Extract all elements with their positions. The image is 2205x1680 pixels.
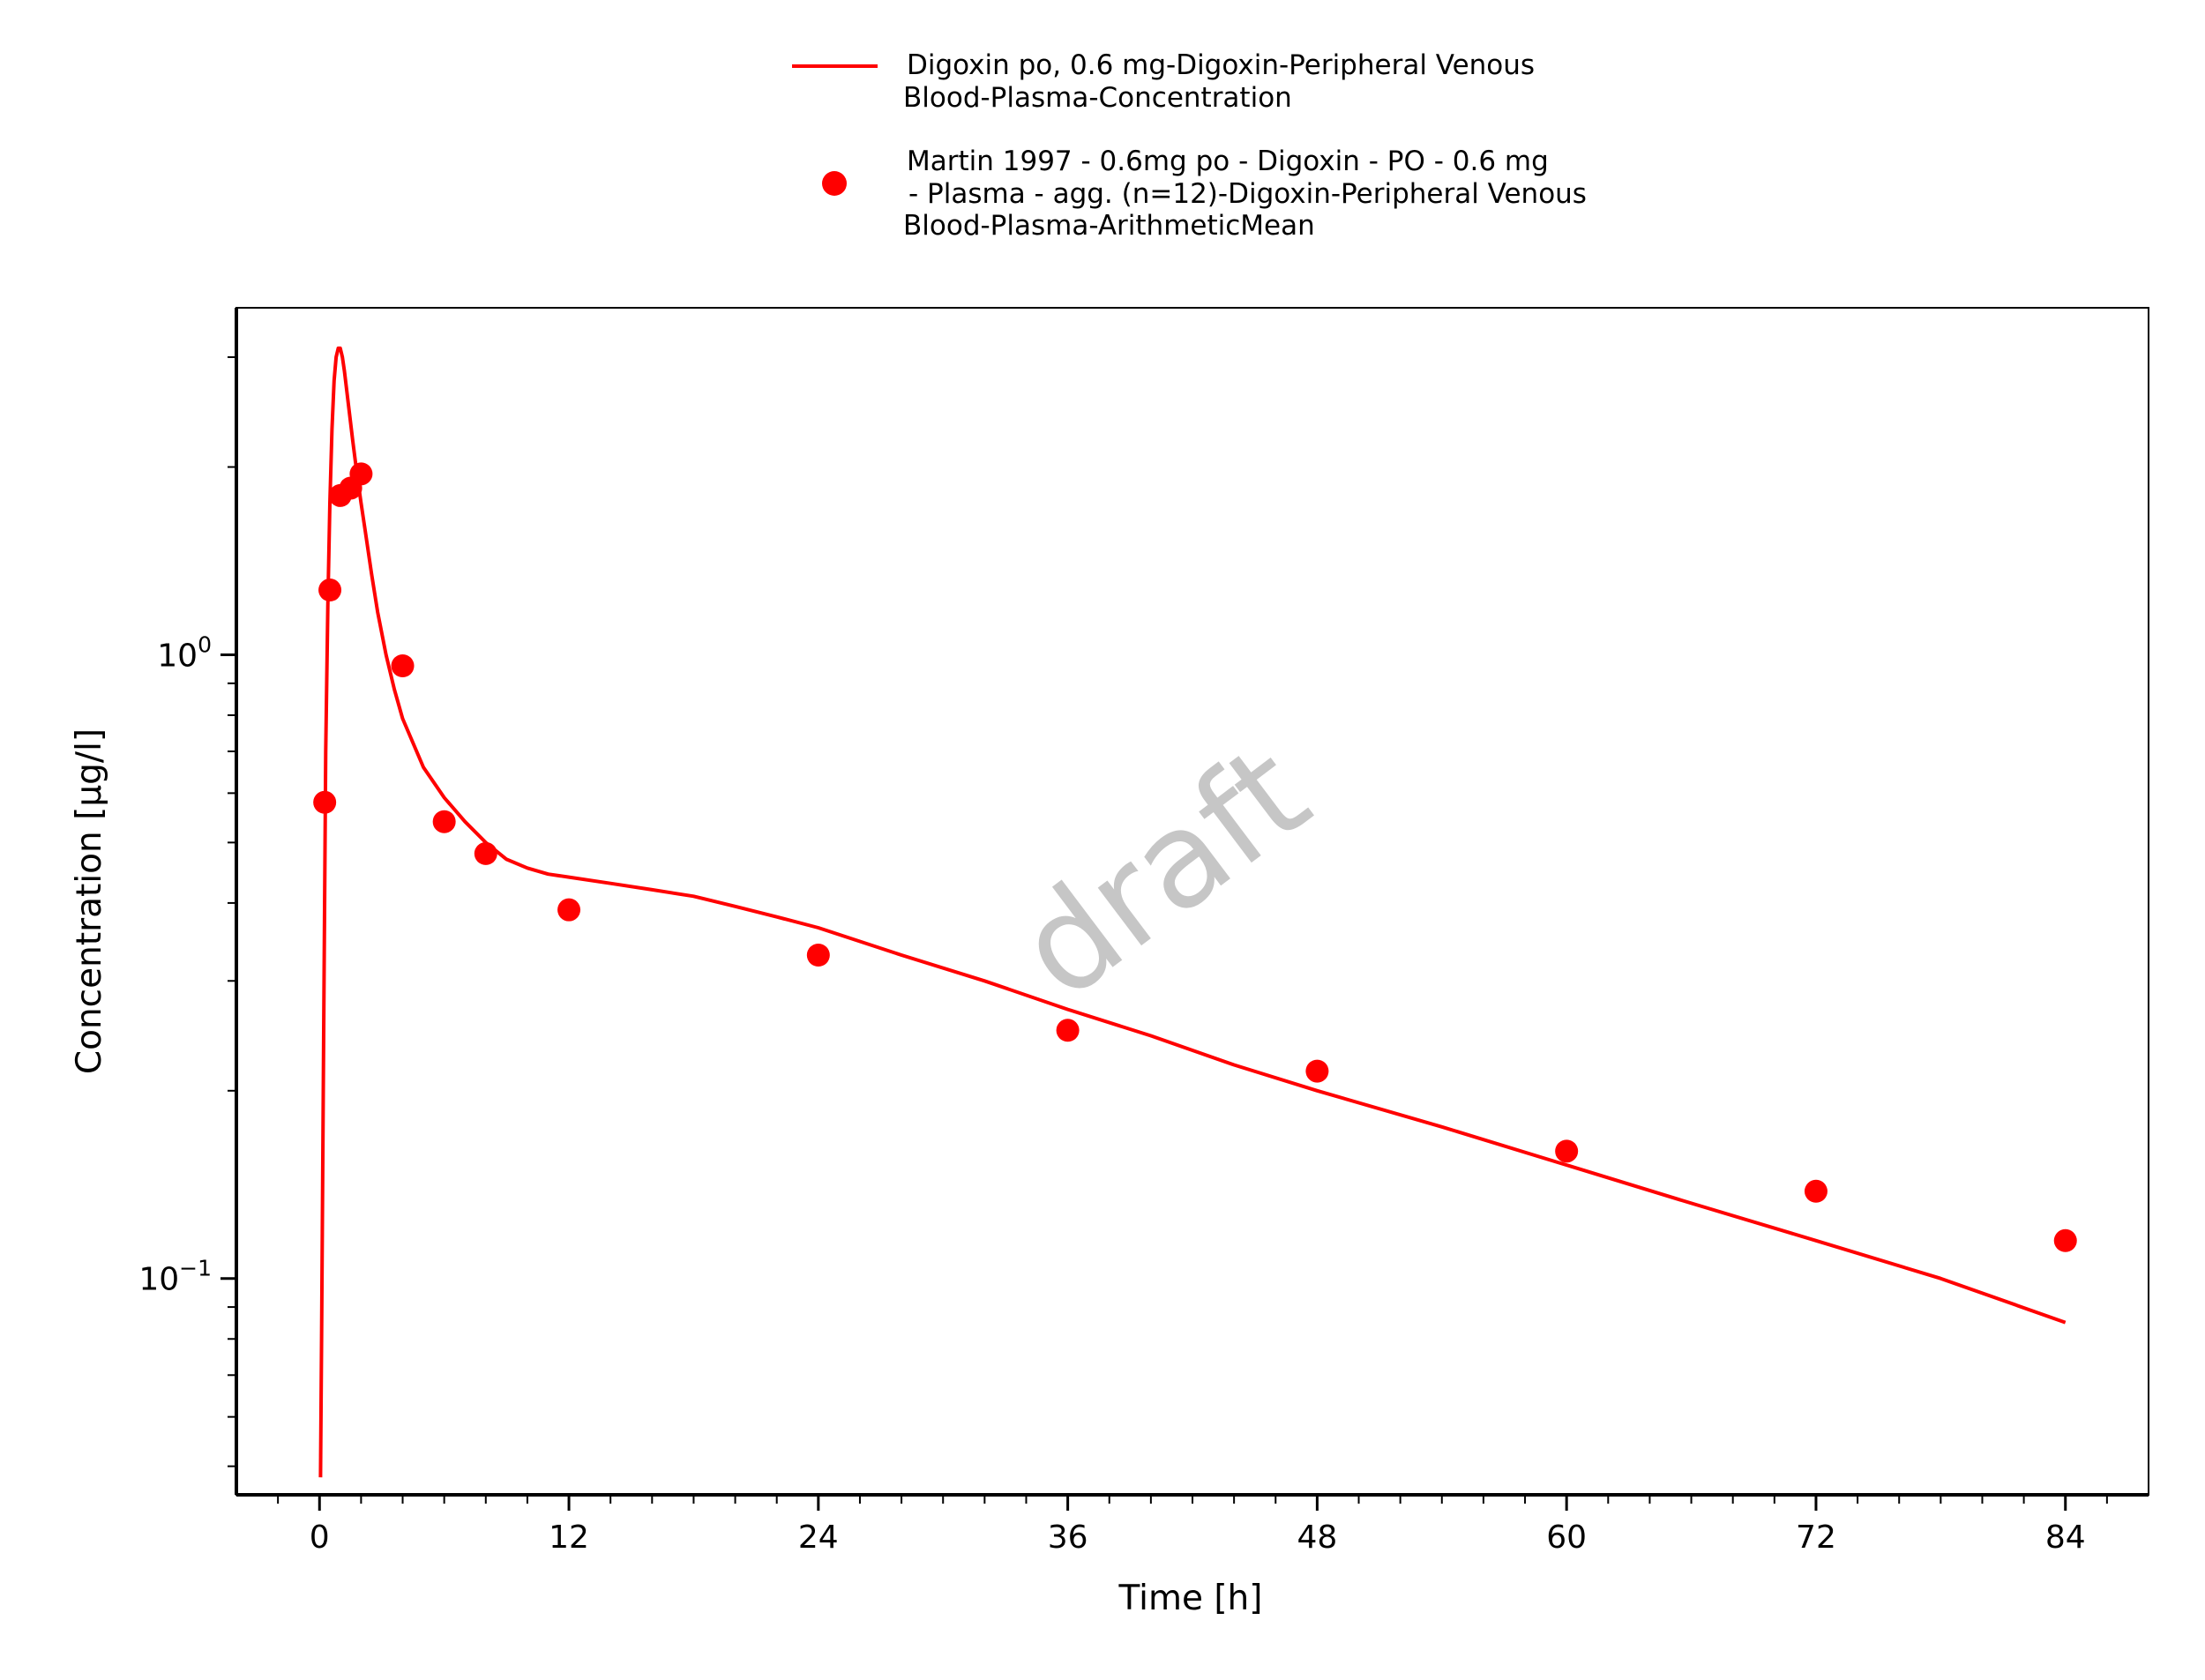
observed-data-point [1305, 1059, 1329, 1083]
x-tick-label: 36 [1048, 1519, 1088, 1556]
legend-series-1-line-2: Blood-Plasma-Concentration [903, 82, 1292, 114]
x-tick-label: 48 [1297, 1519, 1337, 1556]
observed-data-point [474, 841, 497, 865]
series-layer [313, 346, 2077, 1478]
legend: Digoxin po, 0.6 mg-Digoxin-Peripheral Ve… [792, 49, 1587, 242]
observed-data-point [557, 898, 581, 922]
observed-data-point [391, 653, 415, 677]
y-tick-label: 10−1 [138, 1256, 212, 1298]
observed-data-point [2053, 1228, 2077, 1252]
observed-data-point [318, 579, 342, 602]
legend-series-2-line-1: Martin 1997 - 0.6mg po - Digoxin - PO - … [907, 146, 1549, 177]
x-tick-label: 60 [1546, 1519, 1587, 1556]
x-axis-ticks: 0 12 24 36 48 60 72 84 [277, 1495, 2108, 1556]
observed-data-point [432, 810, 456, 833]
observed-data-point [1804, 1179, 1828, 1203]
draft-watermark: draft [991, 716, 1335, 1028]
legend-marker-swatch [822, 171, 847, 196]
observed-data-point [1056, 1019, 1080, 1042]
simulation-curve [318, 346, 2067, 1478]
legend-series-2-line-2: - Plasma - agg. (n=12)-Digoxin-Periphera… [908, 178, 1587, 210]
y-tick-label: 100 [157, 631, 212, 674]
observed-data-point [313, 790, 337, 814]
x-tick-label: 72 [1796, 1519, 1836, 1556]
y-axis-title: Concentration [µg/l] [70, 728, 109, 1074]
legend-series-2-line-3: Blood-Plasma-ArithmeticMean [903, 210, 1315, 242]
observed-data-point [1555, 1139, 1579, 1163]
x-tick-label: 0 [310, 1519, 330, 1556]
observed-data-point [806, 943, 830, 967]
x-axis-title: Time [h] [1118, 1579, 1263, 1618]
observed-data-point [349, 462, 373, 486]
x-tick-label: 24 [798, 1519, 839, 1556]
x-tick-label: 84 [2045, 1519, 2086, 1556]
y-axis-ticks: 100 10−1 [138, 356, 236, 1467]
legend-series-1-line-1: Digoxin po, 0.6 mg-Digoxin-Peripheral Ve… [907, 49, 1535, 81]
x-tick-label: 12 [549, 1519, 589, 1556]
